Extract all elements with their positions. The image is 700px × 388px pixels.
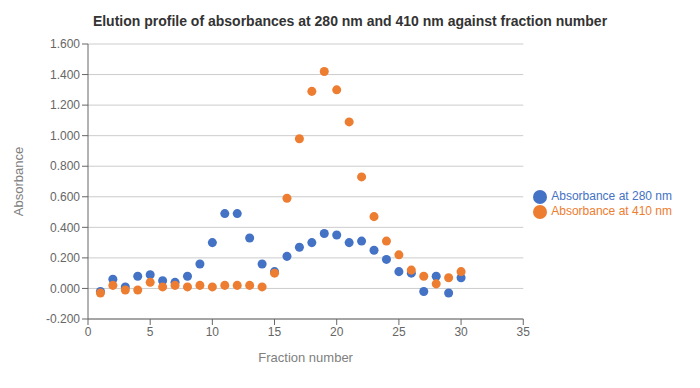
svg-text:5: 5 [147, 325, 154, 339]
svg-text:10: 10 [206, 325, 220, 339]
svg-text:Absorbance: Absorbance [11, 147, 26, 216]
svg-text:1.600: 1.600 [50, 37, 80, 51]
svg-text:0.000: 0.000 [50, 282, 80, 296]
svg-text:-0.200: -0.200 [46, 312, 80, 326]
svg-text:0.200: 0.200 [50, 251, 80, 265]
svg-text:25: 25 [392, 325, 406, 339]
svg-text:0: 0 [85, 325, 92, 339]
html-text:Absorbance at 280 nm: Absorbance at 280 nm [551, 189, 672, 204]
svg-text:1.400: 1.400 [50, 68, 80, 82]
svg-text:20: 20 [330, 325, 344, 339]
svg-text:1.200: 1.200 [50, 98, 80, 112]
svg-text:0.400: 0.400 [50, 221, 80, 235]
svg-text:Fraction number: Fraction number [258, 350, 353, 365]
svg-text:15: 15 [268, 325, 282, 339]
svg-text:1.000: 1.000 [50, 129, 80, 143]
svg-text:35: 35 [517, 325, 531, 339]
svg-text:0.800: 0.800 [50, 159, 80, 173]
svg-text:0.600: 0.600 [50, 190, 80, 204]
html-text:Elution profile of absorbances: Elution profile of absorbances at 280 nm… [92, 13, 608, 29]
svg-text:30: 30 [454, 325, 468, 339]
html-text:Absorbance at 410 nm: Absorbance at 410 nm [551, 204, 672, 218]
